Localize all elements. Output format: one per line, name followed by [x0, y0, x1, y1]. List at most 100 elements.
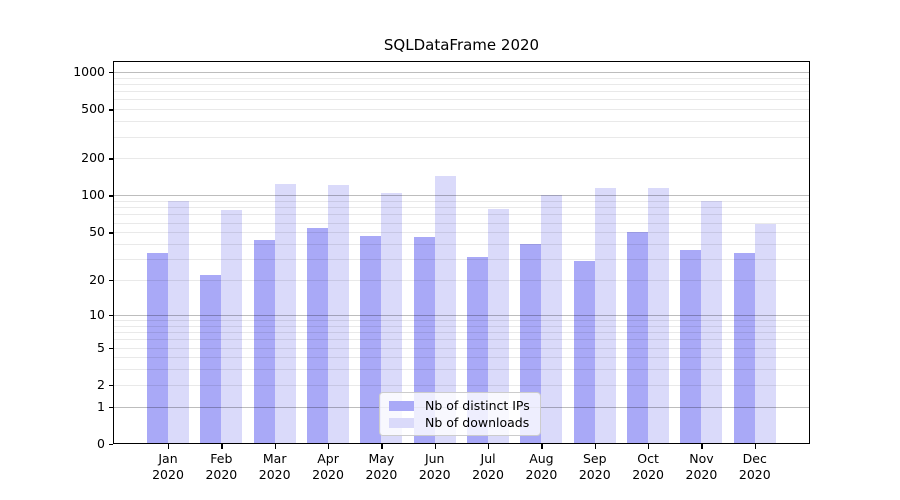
x-tick-label-apr: Apr 2020 — [312, 451, 344, 482]
y-tick-mark-0 — [108, 444, 113, 446]
gridline-minor-400 — [113, 121, 810, 122]
x-tick-mark-feb — [221, 444, 223, 449]
y-tick-label-0: 0 — [97, 436, 105, 451]
bar-nb-of-distinct-ips-mar-2020 — [253, 240, 275, 444]
bar-nb-of-downloads-jun-2020 — [434, 175, 456, 444]
x-tick-label-may: May 2020 — [365, 451, 398, 482]
bar-nb-of-downloads-mar-2020 — [274, 184, 296, 444]
y-tick-label-1: 1 — [97, 398, 105, 414]
gridline-minor-200 — [113, 158, 810, 159]
y-tick-label-2: 2 — [97, 376, 105, 392]
gridline-minor-50 — [113, 232, 810, 233]
bar-nb-of-distinct-ips-may-2020 — [360, 235, 382, 444]
bar-nb-of-downloads-jul-2020 — [488, 208, 510, 444]
x-tick-label-mar: Mar 2020 — [258, 451, 291, 482]
y-tick-label-20: 20 — [89, 272, 105, 288]
bar-nb-of-distinct-ips-sep-2020 — [573, 260, 595, 444]
legend-item-0: Nb of distinct IPs — [389, 397, 530, 414]
y-tick-mark-2 — [108, 384, 113, 387]
gridline-minor-20 — [113, 280, 810, 281]
gridline-minor-900 — [113, 78, 810, 79]
y-tick-label-500: 500 — [81, 101, 105, 117]
gridline-minor-9 — [113, 320, 810, 321]
legend-label-0: Nb of distinct IPs — [425, 398, 530, 413]
y-tick-label-100: 100 — [81, 187, 105, 203]
bar-nb-of-downloads-may-2020 — [381, 192, 403, 444]
gridline-minor-7 — [113, 332, 810, 333]
gridline-minor-4 — [113, 357, 810, 358]
gridline-minor-60 — [113, 223, 810, 224]
bar-nb-of-downloads-apr-2020 — [328, 184, 350, 444]
x-tick-mark-jan — [168, 444, 170, 449]
x-tick-label-oct: Oct 2020 — [632, 451, 664, 482]
y-tick-label-10: 10 — [89, 306, 105, 322]
x-tick-label-feb: Feb 2020 — [205, 451, 238, 482]
gridline-minor-2 — [113, 385, 810, 386]
bar-nb-of-distinct-ips-jan-2020 — [147, 252, 168, 444]
gridline-minor-70 — [113, 214, 810, 215]
legend-box: Nb of distinct IPs Nb of downloads — [379, 392, 541, 436]
gridline-minor-40 — [113, 244, 810, 245]
legend-label-1: Nb of downloads — [425, 415, 530, 430]
bar-nb-of-distinct-ips-feb-2020 — [200, 275, 222, 444]
gridline-minor-90 — [113, 201, 810, 202]
plot-area — [113, 61, 810, 444]
gridline-minor-6 — [113, 339, 810, 340]
gridline-minor-500 — [113, 109, 810, 110]
chart-title: SQLDataFrame 2020 — [383, 36, 540, 54]
bar-nb-of-distinct-ips-nov-2020 — [680, 249, 702, 444]
x-tick-label-sep: Sep 2020 — [578, 451, 611, 482]
legend-swatch-0 — [389, 400, 414, 411]
gridline-minor-30 — [113, 259, 810, 260]
bar-nb-of-downloads-aug-2020 — [541, 194, 563, 444]
gridline-major-10 — [113, 315, 810, 316]
bar-nb-of-downloads-oct-2020 — [648, 187, 670, 444]
y-tick-mark-50 — [108, 232, 113, 234]
y-tick-mark-1000 — [108, 71, 113, 74]
y-tick-mark-200 — [108, 158, 113, 160]
y-tick-mark-5 — [108, 347, 113, 349]
gridline-minor-600 — [113, 99, 810, 100]
x-tick-label-dec: Dec 2020 — [738, 451, 771, 482]
gridline-minor-800 — [113, 84, 810, 85]
x-tick-mark-mar — [274, 444, 276, 449]
x-tick-mark-sep — [594, 444, 597, 449]
x-tick-mark-oct — [648, 444, 650, 449]
gridline-minor-80 — [113, 207, 810, 208]
gridline-minor-3 — [113, 369, 810, 370]
x-tick-label-aug: Aug 2020 — [525, 451, 558, 482]
bar-nb-of-distinct-ips-oct-2020 — [627, 232, 649, 444]
bar-nb-of-distinct-ips-apr-2020 — [307, 228, 329, 444]
x-tick-mark-jul — [488, 444, 490, 449]
legend-swatch-1 — [389, 417, 414, 428]
x-tick-label-nov: Nov 2020 — [685, 451, 718, 482]
gridline-minor-300 — [113, 137, 810, 138]
gridline-major-100 — [113, 195, 810, 196]
bar-nb-of-downloads-jan-2020 — [168, 201, 189, 444]
x-tick-label-jul: Jul 2020 — [472, 451, 504, 482]
y-tick-label-5: 5 — [97, 339, 105, 355]
x-tick-mark-may — [381, 444, 383, 449]
bar-nb-of-downloads-dec-2020 — [754, 224, 776, 444]
x-tick-mark-aug — [541, 444, 543, 449]
legend-item-1: Nb of downloads — [389, 414, 530, 431]
y-tick-mark-1 — [108, 406, 113, 408]
y-tick-mark-10 — [108, 314, 113, 317]
x-tick-mark-jun — [434, 444, 437, 449]
x-tick-label-jun: Jun 2020 — [418, 451, 451, 482]
y-tick-label-200: 200 — [81, 150, 105, 166]
y-tick-mark-20 — [108, 280, 113, 282]
y-tick-label-1000: 1000 — [73, 63, 105, 79]
y-tick-mark-500 — [108, 109, 113, 111]
bar-nb-of-distinct-ips-dec-2020 — [733, 252, 755, 444]
x-tick-mark-nov — [701, 444, 703, 449]
x-tick-mark-apr — [328, 444, 330, 449]
gridline-minor-8 — [113, 326, 810, 327]
bar-nb-of-downloads-nov-2020 — [701, 201, 723, 444]
y-tick-label-50: 50 — [89, 224, 105, 240]
x-tick-label-jan: Jan 2020 — [152, 451, 184, 482]
y-tick-mark-100 — [108, 195, 113, 197]
bar-nb-of-downloads-feb-2020 — [221, 210, 243, 444]
gridline-minor-700 — [113, 91, 810, 92]
